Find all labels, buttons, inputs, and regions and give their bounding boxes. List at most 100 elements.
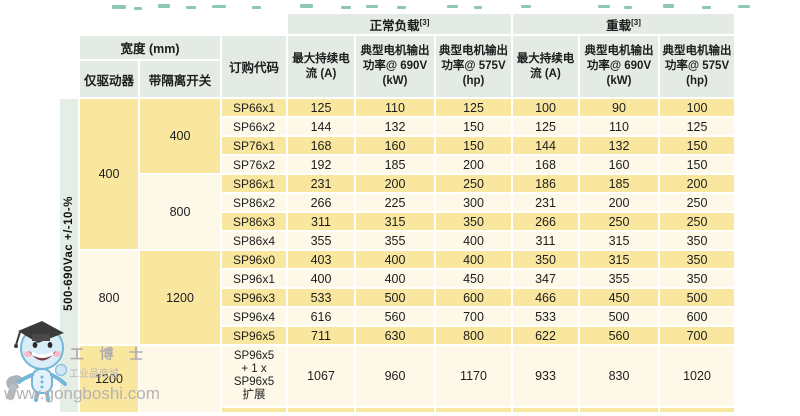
table-row: 800 SP86x1 231 200 250 186 185 200 (60, 175, 734, 249)
header-line: 典型电机输出 (439, 45, 508, 58)
table-row: SP86x4 355 355 400 311 315 350 (60, 232, 734, 249)
value-cell: 266 (513, 213, 578, 230)
hd-kw-header: 典型电机输出 功率@ 690V (kW) (580, 36, 658, 97)
value-cell: 347 (513, 270, 578, 287)
cropped-text-fragments (0, 0, 800, 13)
value-cell: 600 (436, 289, 511, 306)
value-cell: 350 (436, 213, 511, 230)
value-cell: 185 (580, 175, 658, 192)
value-cell: 500 (356, 289, 434, 306)
value-cell: 1067 (288, 346, 354, 406)
order-code-cell: SP96x3 (222, 289, 286, 306)
normal-load-header: 正常负载[3] (288, 14, 511, 34)
nl-hp-header: 典型电机输出 功率@ 575V (hp) (436, 36, 511, 97)
value-cell: 400 (288, 270, 354, 287)
value-cell: 560 (356, 308, 434, 325)
value-cell: 150 (660, 137, 734, 154)
heavy-duty-header: 重载[3] (513, 14, 734, 34)
cropped-cell (288, 408, 354, 412)
width-cell-with-switch-empty (140, 346, 220, 412)
value-cell: 400 (436, 232, 511, 249)
order-code-cell: SP76x1 (222, 137, 286, 154)
cropped-cell (356, 408, 434, 412)
graduation-cap-icon (14, 321, 64, 348)
value-cell: 311 (288, 213, 354, 230)
value-cell: 250 (580, 213, 658, 230)
value-cell: 125 (436, 99, 511, 116)
value-cell: 350 (660, 270, 734, 287)
value-cell: 125 (288, 99, 354, 116)
table-row: SP76x1 168 160 150 144 132 150 (60, 137, 734, 154)
order-code-cell: SP96x1 (222, 270, 286, 287)
value-cell: 110 (580, 118, 658, 135)
value-cell: 450 (580, 289, 658, 306)
header-line: 最大持续电 (516, 52, 575, 65)
value-cell: 500 (580, 308, 658, 325)
value-cell: 500 (660, 289, 734, 306)
value-cell: 355 (580, 270, 658, 287)
order-code-cell: SP96x5 (222, 327, 286, 344)
voltage-band-label: 500-690Vac +/-10-% (63, 195, 75, 311)
table-row: SP96x4 616 560 700 533 500 600 (60, 308, 734, 325)
order-code-cell: SP86x1 (222, 175, 286, 192)
drive-only-header: 仅驱动器 (80, 61, 138, 97)
value-cell: 150 (660, 156, 734, 173)
table-row: SP76x2 192 185 200 168 160 150 (60, 156, 734, 173)
width-cell-drive-only: 800 (80, 251, 138, 344)
value-cell: 630 (356, 327, 434, 344)
table-row-expansion: 1200 SP96x5 + 1 x SP96x5 扩展 1067 960 117… (60, 346, 734, 412)
value-cell: 800 (436, 327, 511, 344)
header-line: 流 (A) (305, 67, 337, 80)
value-cell: 225 (356, 194, 434, 211)
value-cell: 192 (288, 156, 354, 173)
value-cell: 132 (580, 137, 658, 154)
value-cell: 403 (288, 251, 354, 268)
cropped-cell (513, 408, 578, 412)
order-code-cell: SP96x4 (222, 308, 286, 325)
width-header: 宽度 (mm) (80, 36, 220, 59)
footnote-marker: [3] (631, 17, 641, 27)
value-cell: 150 (436, 137, 511, 154)
value-cell: 933 (513, 346, 578, 406)
nl-max-current-header: 最大持续电 流 (A) (288, 36, 354, 97)
order-code-cell: SP86x2 (222, 194, 286, 211)
value-cell: 168 (288, 137, 354, 154)
value-cell: 533 (288, 289, 354, 306)
width-cell-drive-only: 400 (80, 99, 138, 249)
normal-load-label: 正常负载 (369, 18, 420, 33)
value-cell: 830 (580, 346, 658, 406)
value-cell: 533 (513, 308, 578, 325)
value-cell: 350 (660, 251, 734, 268)
value-cell: 250 (436, 175, 511, 192)
cropped-cell (436, 408, 511, 412)
table-row: SP96x5 711 630 800 622 560 700 (60, 327, 734, 344)
value-cell: 450 (436, 270, 511, 287)
cropped-table-row (60, 408, 734, 412)
table-row: SP96x1 400 400 450 347 355 350 (60, 270, 734, 287)
value-cell: 960 (356, 346, 434, 406)
width-header-row: 宽度 (mm) 订购代码 最大持续电 流 (A) 典型电机输出 功率@ 690V… (60, 36, 734, 97)
order-code-header: 订购代码 (222, 36, 286, 97)
order-code-cell: SP76x2 (222, 156, 286, 173)
width-cell-drive-only: 1200 (80, 346, 138, 412)
code-line: SP96x5 (233, 376, 275, 388)
value-cell: 315 (580, 232, 658, 249)
header-line: 典型电机输出 (662, 45, 732, 58)
header-line: (kW) (382, 74, 408, 87)
width-subheader-row: 仅驱动器 带隔离开关 (60, 61, 734, 97)
value-cell: 400 (356, 251, 434, 268)
value-cell: 315 (356, 213, 434, 230)
cropped-cell (222, 408, 286, 412)
value-cell: 90 (580, 99, 658, 116)
value-cell: 186 (513, 175, 578, 192)
watermark-subtitle: 工业品商城 (69, 369, 119, 380)
order-code-cell: SP86x3 (222, 213, 286, 230)
hd-max-current-header: 最大持续电 流 (A) (513, 36, 578, 97)
header-line: 功率@ 690V (362, 60, 428, 73)
order-code-cell: SP66x1 (222, 99, 286, 116)
value-cell: 200 (660, 175, 734, 192)
header-line: 功率@ 690V (586, 60, 652, 73)
spacer-cell (60, 14, 286, 34)
code-line: SP96x5 (233, 350, 275, 362)
width-cell-with-switch: 800 (140, 175, 220, 249)
